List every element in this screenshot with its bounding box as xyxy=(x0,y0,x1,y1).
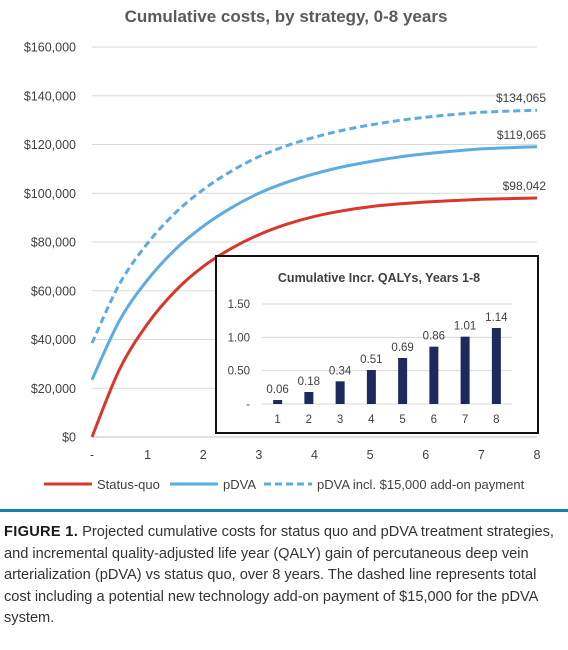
inset-y-tick-label: - xyxy=(246,399,250,411)
legend: Status-quo pDVA pDVA incl. $15,000 add-o… xyxy=(44,477,525,492)
inset-x-tick-label: 2 xyxy=(306,414,312,426)
inset-y-tick-label: 1.00 xyxy=(228,332,250,344)
x-tick-label: 8 xyxy=(534,448,541,462)
inset-x-tick-label: 6 xyxy=(431,414,437,426)
y-tick-label: $20,000 xyxy=(31,382,76,396)
y-tick-label: $160,000 xyxy=(24,41,76,55)
y-tick-label: $60,000 xyxy=(31,284,76,298)
series-line-pdva-addon xyxy=(90,108,538,344)
cost-chart: Cumulative costs, by strategy, 0-8 years… xyxy=(24,7,546,492)
inset-bar-value-label: 0.06 xyxy=(266,384,288,396)
inset-bar xyxy=(398,358,408,404)
x-tick-label: 4 xyxy=(311,448,318,462)
end-labels: $98,042 $119,065 $134,065 xyxy=(496,91,546,193)
y-tick-label: $120,000 xyxy=(24,138,76,152)
inset-bar-value-label: 1.01 xyxy=(454,321,476,333)
inset-y-tick-label: 1.50 xyxy=(228,299,250,311)
inset-bar xyxy=(304,392,314,404)
x-tick-label: 5 xyxy=(367,448,374,462)
inset-bar xyxy=(429,346,439,404)
inset-bar-value-label: 1.14 xyxy=(485,312,508,324)
series-line-status-quo xyxy=(90,196,538,438)
x-tick-label: 1 xyxy=(144,448,151,462)
y-tick-label: $140,000 xyxy=(24,89,76,103)
inset-x-tick-label: 7 xyxy=(462,414,468,426)
inset-bar xyxy=(366,370,376,404)
inset-y-tick-label: 0.50 xyxy=(228,366,250,378)
inset-bar xyxy=(460,336,470,404)
y-tick-label: $100,000 xyxy=(24,187,76,201)
y-axis-ticks: $0 $20,000 $40,000 $60,000 $80,000 $100,000 $1… xyxy=(24,41,76,445)
series-lines xyxy=(90,108,538,438)
x-axis-ticks: - 1 2 3 4 5 6 7 8 xyxy=(90,448,541,462)
x-tick-label: 6 xyxy=(422,448,429,462)
legend-label-status-quo: Status-quo xyxy=(97,477,160,492)
y-tick-label: $80,000 xyxy=(31,236,76,250)
caption-divider xyxy=(0,509,568,512)
figure-caption-text: Projected cumulative costs for status qu… xyxy=(4,524,554,626)
inset-gridlines xyxy=(262,303,512,405)
inset-bar-value-label: 0.69 xyxy=(391,342,413,354)
inset-x-tick-label: 1 xyxy=(274,414,280,426)
gridlines xyxy=(92,46,537,438)
inset-x-tick-label: 4 xyxy=(368,414,375,426)
inset-title: Cumulative Incr. QALYs, Years 1-8 xyxy=(278,271,480,285)
chart-title: Cumulative costs, by strategy, 0-8 years xyxy=(125,7,448,26)
inset-bar xyxy=(491,328,501,404)
x-tick-label: - xyxy=(90,448,94,462)
x-tick-label: 2 xyxy=(200,448,207,462)
inset-bars: 0.06 1 0.18 2 0.34 3 0.51 4 0.69 5 0.86 6 1.01 7 1.14 8 xyxy=(266,312,508,426)
series-line-pdva xyxy=(90,145,538,381)
legend-label-pdva: pDVA xyxy=(223,477,256,492)
inset-x-tick-label: 3 xyxy=(337,414,343,426)
legend-label-pdva-addon: pDVA incl. $15,000 add-on payment xyxy=(317,477,525,492)
inset-x-tick-label: 8 xyxy=(493,414,499,426)
inset-bar-value-label: 0.34 xyxy=(329,365,352,377)
inset-bar xyxy=(273,400,283,404)
end-value-label: $134,065 xyxy=(496,91,546,105)
end-value-label: $119,065 xyxy=(497,128,546,142)
inset-bar-value-label: 0.51 xyxy=(360,354,382,366)
figure-caption: FIGURE 1. Projected cumulative costs for… xyxy=(4,522,564,630)
inset-bar-value-label: 0.18 xyxy=(298,376,320,388)
inset-bar xyxy=(335,381,345,404)
qaly-inset-chart: Cumulative Incr. QALYs, Years 1-8 - 0.50 1… xyxy=(215,255,539,434)
inset-y-ticks: - 0.50 1.00 1.50 xyxy=(228,299,251,411)
y-tick-label: $40,000 xyxy=(31,333,76,347)
figure-label: FIGURE 1. xyxy=(4,524,79,540)
x-tick-label: 7 xyxy=(478,448,485,462)
inset-x-tick-label: 5 xyxy=(399,414,405,426)
end-value-label: $98,042 xyxy=(503,179,547,193)
inset-bar-value-label: 0.86 xyxy=(423,331,445,343)
x-tick-label: 3 xyxy=(255,448,262,462)
y-tick-label: $0 xyxy=(62,431,76,445)
